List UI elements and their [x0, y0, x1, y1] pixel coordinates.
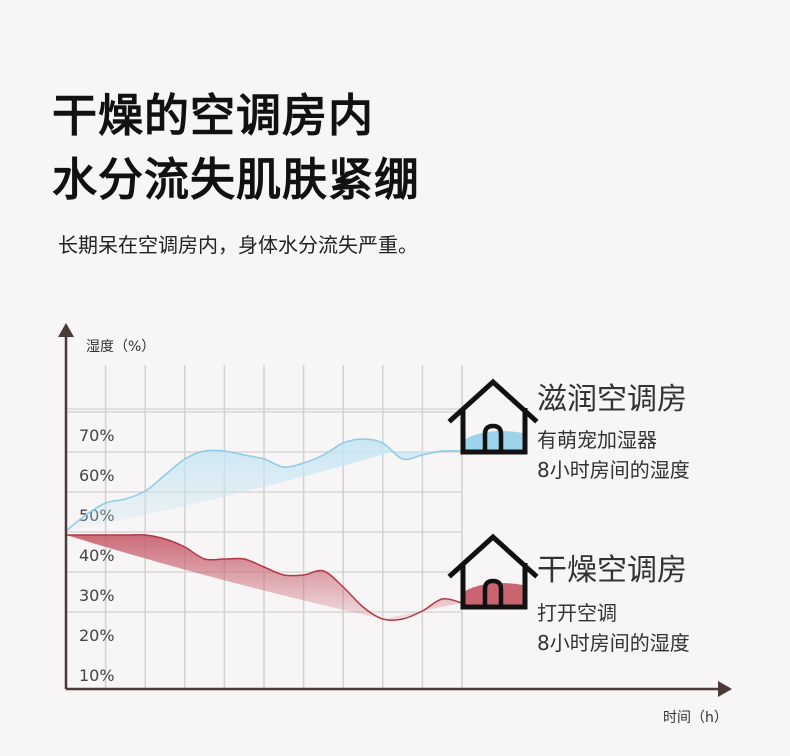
x-axis-arrow [718, 681, 732, 697]
page-title: 干燥的空调房内 水分流失肌肤紧绷 [52, 84, 420, 212]
y-tick-label: 60% [79, 466, 115, 485]
data-point-dry [144, 534, 146, 536]
data-point-moist [124, 498, 126, 500]
data-point-moist [223, 450, 225, 452]
data-point-moist [204, 450, 206, 452]
title-line-2: 水分流失肌肤紧绷 [52, 153, 421, 206]
y-tick-label: 30% [79, 586, 115, 605]
data-point-moist [243, 454, 245, 456]
data-point-dry [441, 598, 443, 600]
y-tick-label: 70% [79, 426, 115, 445]
data-point-moist [164, 474, 166, 476]
house-icon-dry [447, 533, 539, 610]
data-point-moist [105, 502, 107, 504]
data-point-moist [263, 458, 265, 460]
data-point-moist [382, 442, 384, 444]
data-point-dry [164, 538, 166, 540]
data-point-dry [184, 546, 186, 548]
data-point-moist [402, 458, 404, 460]
y-axis-arrow [58, 323, 74, 337]
data-point-moist [421, 454, 423, 456]
legend-moist-line1: 有萌宠加湿器 [537, 428, 657, 452]
house-icon-moist [447, 378, 539, 455]
data-point-dry [124, 534, 126, 536]
legend-moist-title: 滋润空调房 [537, 382, 687, 417]
data-point-dry [362, 606, 364, 608]
title-line-1: 干燥的空调房内 [52, 89, 375, 142]
data-point-dry [402, 618, 404, 620]
data-point-moist [342, 442, 344, 444]
data-point-dry [421, 610, 423, 612]
data-point-moist [184, 458, 186, 460]
legend-moist-line2: 8小时房间的湿度 [537, 458, 690, 482]
series-area-dry [66, 534, 462, 621]
legend-dry-title: 干燥空调房 [537, 553, 687, 588]
data-point-dry [204, 558, 206, 560]
legend-dry-line2: 8小时房间的湿度 [537, 631, 690, 655]
data-point-moist [362, 438, 364, 440]
series-area-moist [66, 439, 462, 531]
data-point-moist [303, 462, 305, 464]
data-point-dry [263, 566, 265, 568]
data-point-moist [441, 450, 443, 452]
data-point-dry [283, 574, 285, 576]
data-point-dry [85, 534, 87, 536]
data-point-dry [382, 618, 384, 620]
data-point-moist [144, 490, 146, 492]
data-point-dry [303, 574, 305, 576]
data-point-dry [105, 534, 107, 536]
x-axis-label: 时间（h） [663, 710, 728, 726]
y-axis-label: 湿度（%） [86, 339, 155, 355]
data-point-moist [283, 466, 285, 468]
page-subtitle: 长期呆在空调房内，身体水分流失严重。 [58, 233, 418, 257]
data-point-dry [322, 570, 324, 572]
data-point-dry [223, 558, 225, 560]
y-tick-label: 10% [79, 666, 115, 685]
data-point-dry [342, 586, 344, 588]
data-point-moist [85, 514, 87, 516]
data-point-dry [243, 558, 245, 560]
legend-dry-line1: 打开空调 [537, 601, 617, 625]
y-tick-label: 40% [79, 546, 115, 565]
y-tick-label: 20% [79, 626, 115, 645]
data-point-moist [322, 454, 324, 456]
